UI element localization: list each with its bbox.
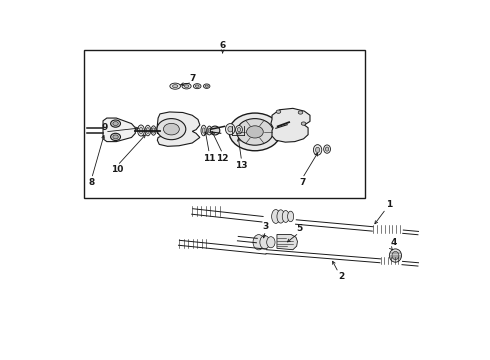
Text: 6: 6 xyxy=(220,41,226,50)
Ellipse shape xyxy=(203,84,210,89)
Circle shape xyxy=(298,111,303,114)
Circle shape xyxy=(246,126,263,138)
Ellipse shape xyxy=(228,126,233,132)
Polygon shape xyxy=(277,234,297,250)
Text: 9: 9 xyxy=(102,123,108,132)
Ellipse shape xyxy=(392,251,399,260)
Ellipse shape xyxy=(201,125,206,136)
Ellipse shape xyxy=(139,127,143,134)
Ellipse shape xyxy=(314,145,322,155)
Circle shape xyxy=(229,113,281,151)
Text: 13: 13 xyxy=(235,161,248,170)
Circle shape xyxy=(301,122,306,125)
Ellipse shape xyxy=(210,126,220,135)
Ellipse shape xyxy=(184,85,189,87)
Ellipse shape xyxy=(253,235,265,250)
Ellipse shape xyxy=(325,147,329,151)
Circle shape xyxy=(157,118,186,140)
Circle shape xyxy=(237,118,273,145)
Ellipse shape xyxy=(277,210,285,223)
Circle shape xyxy=(111,133,121,140)
Text: 7: 7 xyxy=(189,73,196,82)
Ellipse shape xyxy=(282,211,289,222)
Circle shape xyxy=(276,110,281,113)
Ellipse shape xyxy=(225,123,235,135)
Ellipse shape xyxy=(260,235,270,249)
Ellipse shape xyxy=(172,85,178,88)
Circle shape xyxy=(113,135,118,139)
Ellipse shape xyxy=(207,126,212,135)
Text: 10: 10 xyxy=(111,166,123,175)
Ellipse shape xyxy=(147,128,149,134)
Ellipse shape xyxy=(202,128,205,133)
Ellipse shape xyxy=(152,128,155,133)
Ellipse shape xyxy=(151,126,156,135)
Ellipse shape xyxy=(390,249,401,262)
Text: 1: 1 xyxy=(386,200,392,209)
Ellipse shape xyxy=(237,127,241,132)
Ellipse shape xyxy=(324,145,330,153)
Ellipse shape xyxy=(138,125,145,136)
Text: 3: 3 xyxy=(263,222,269,231)
Ellipse shape xyxy=(145,125,151,136)
Ellipse shape xyxy=(170,83,180,89)
Text: 7: 7 xyxy=(299,178,306,187)
Text: 12: 12 xyxy=(217,153,229,162)
Polygon shape xyxy=(157,112,200,146)
Ellipse shape xyxy=(316,147,319,153)
Ellipse shape xyxy=(236,126,243,134)
Ellipse shape xyxy=(288,211,294,222)
Text: 8: 8 xyxy=(89,179,95,188)
Text: 11: 11 xyxy=(203,153,216,162)
Circle shape xyxy=(164,123,179,135)
Text: 4: 4 xyxy=(391,238,397,247)
Ellipse shape xyxy=(267,237,275,248)
Ellipse shape xyxy=(208,128,211,133)
Ellipse shape xyxy=(194,84,201,89)
Text: 2: 2 xyxy=(339,273,345,282)
Ellipse shape xyxy=(182,84,191,89)
Polygon shape xyxy=(271,108,310,142)
Circle shape xyxy=(113,122,118,126)
Ellipse shape xyxy=(196,85,199,87)
Ellipse shape xyxy=(205,85,208,87)
Circle shape xyxy=(111,120,121,127)
Ellipse shape xyxy=(271,210,280,223)
Bar xyxy=(84,50,365,198)
Polygon shape xyxy=(103,118,135,141)
Text: 5: 5 xyxy=(296,224,302,233)
